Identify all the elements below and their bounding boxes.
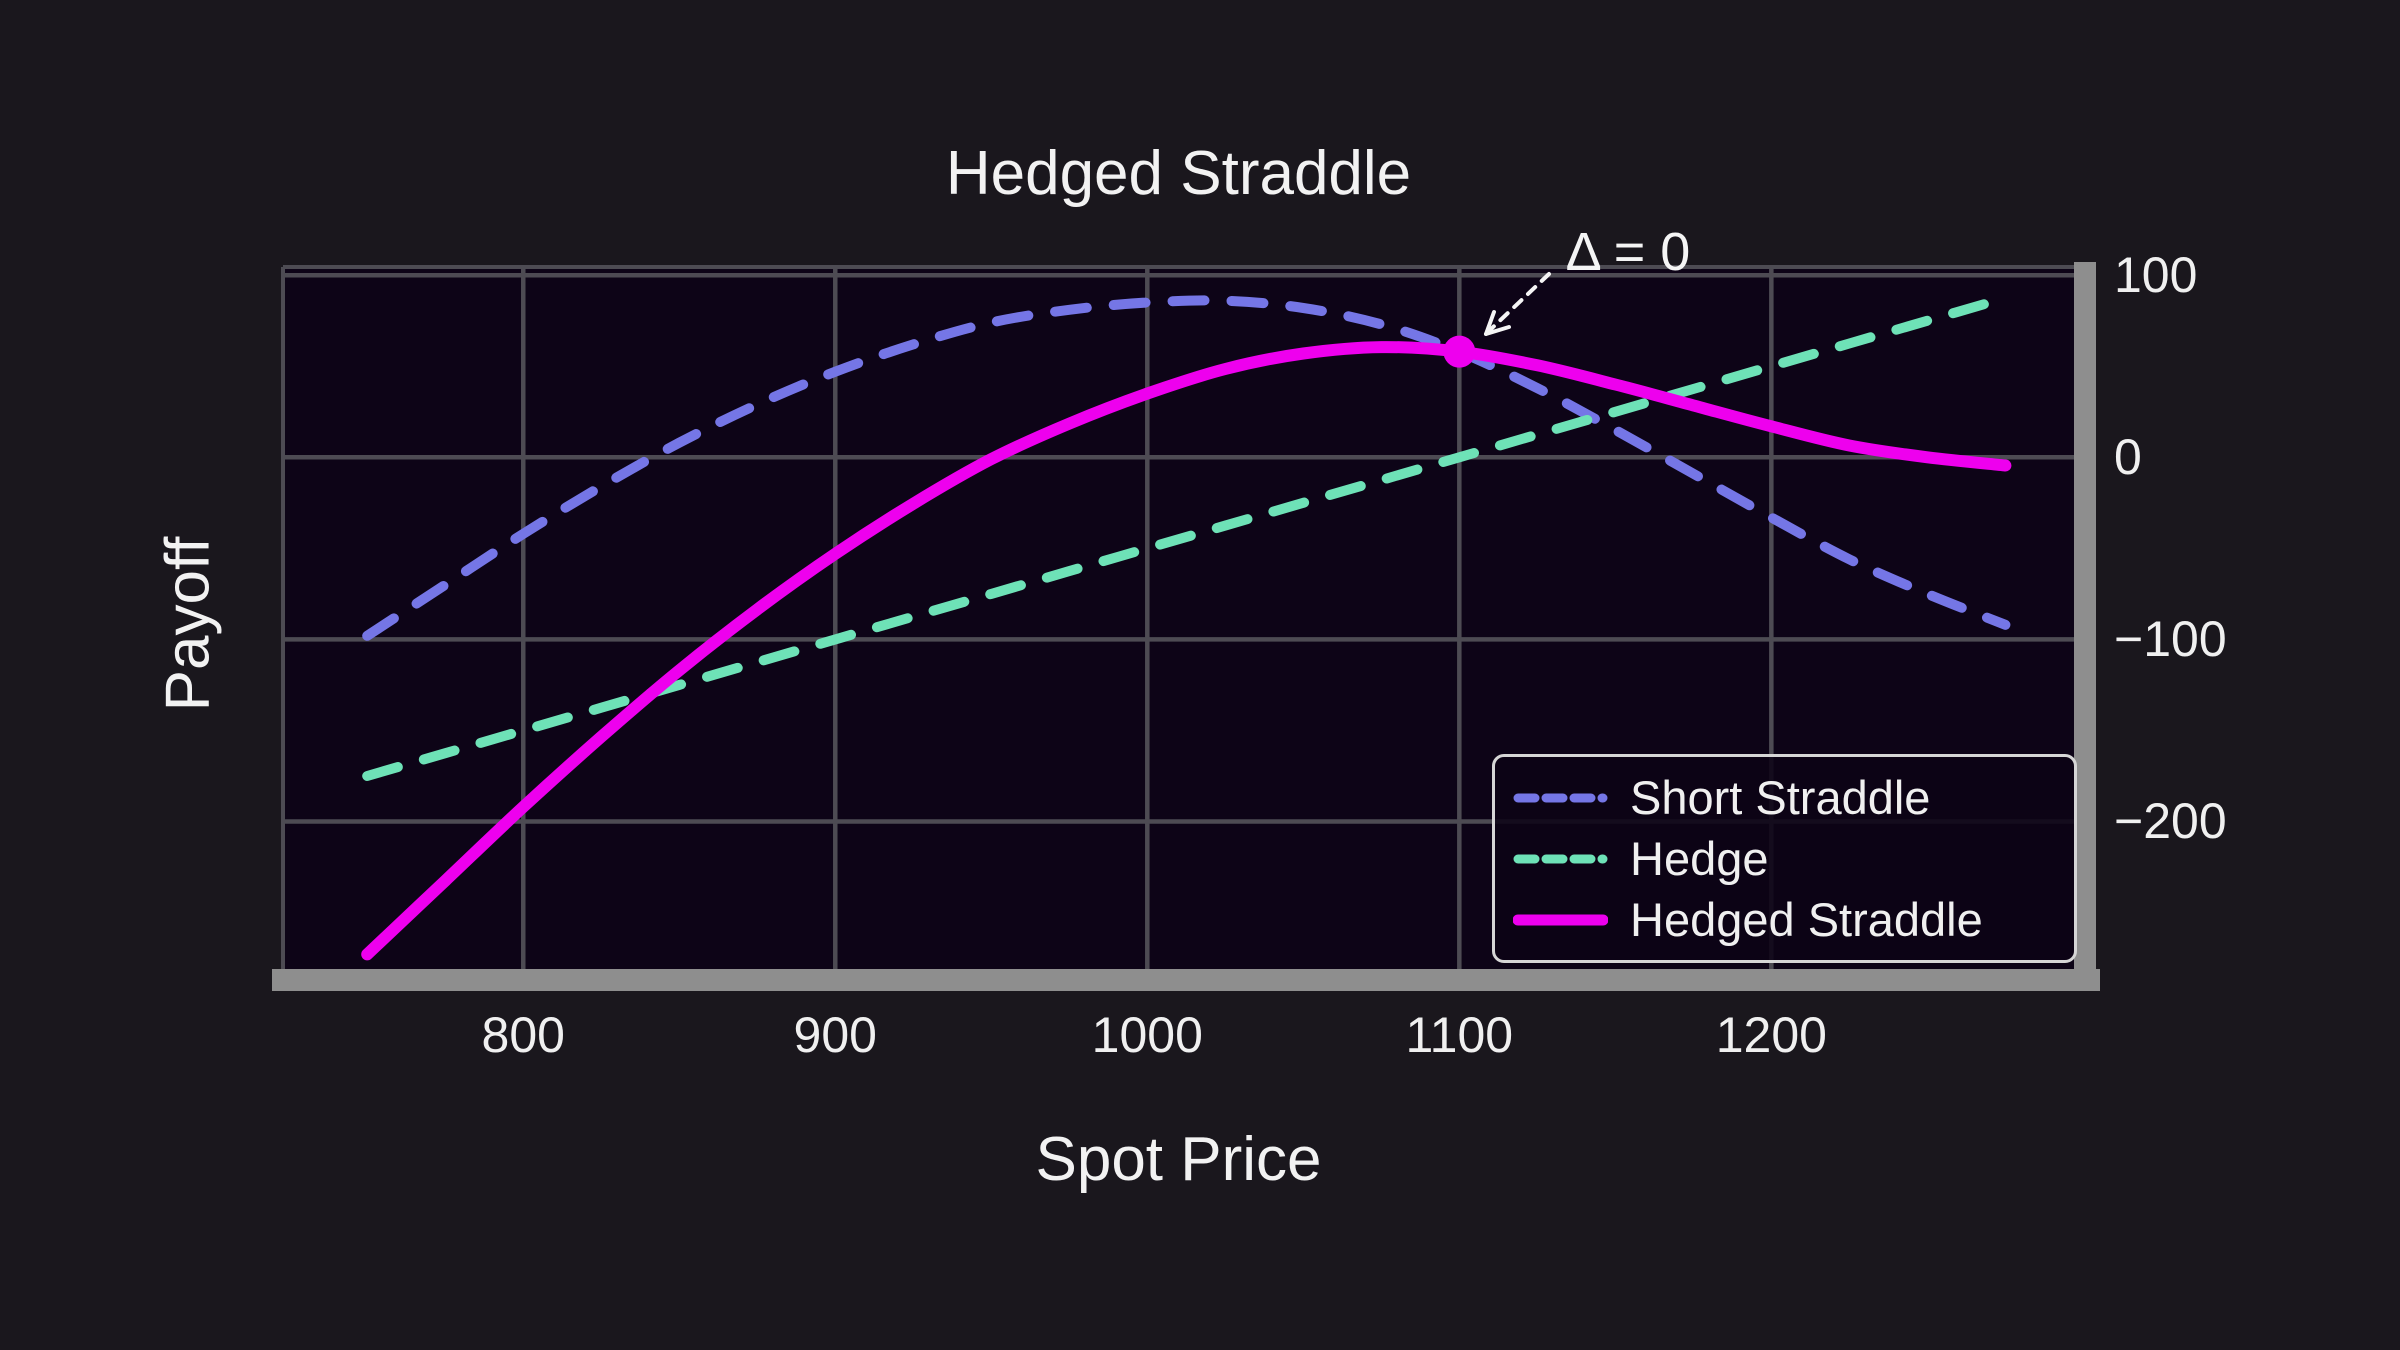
bottom-spine [272, 969, 2100, 991]
y-tick-label: 0 [2114, 429, 2142, 486]
x-tick-label: 1100 [1405, 1007, 1514, 1063]
legend-item-short-straddle: Short Straddle [1513, 770, 2056, 825]
x-tick-label: 1000 [1091, 1007, 1203, 1063]
delta-zero-marker [1443, 335, 1476, 368]
series-line-hedge [362, 293, 2011, 781]
y-tick-label: 100 [2114, 247, 2198, 304]
x-tick-label: 800 [481, 1007, 565, 1063]
legend-label: Short Straddle [1630, 771, 1931, 824]
y-tick-label: −200 [2114, 793, 2227, 850]
legend-item-hedged-straddle: Hedged Straddle [1513, 892, 2056, 947]
legend-label: Hedged Straddle [1630, 893, 1983, 946]
short-straddle-line-sample-icon [1513, 793, 1608, 802]
legend: Short Straddle Hedge Hedged Straddle [1492, 754, 2077, 963]
right-spine [2074, 262, 2096, 991]
x-axis-label: Spot Price [1035, 1125, 1322, 1194]
delta-zero-annotation: Δ = 0 [1565, 222, 1691, 282]
legend-item-hedge: Hedge [1513, 831, 2056, 886]
x-tick-label: 900 [793, 1007, 877, 1063]
series-line-short-straddle [362, 295, 2011, 641]
x-tick-label: 1200 [1715, 1007, 1827, 1063]
y-axis-label: Payoff [153, 536, 223, 712]
legend-label: Hedge [1630, 832, 1769, 885]
series-line-hedged-straddle [361, 341, 2012, 961]
hedged-straddle-line-sample-icon [1513, 914, 1608, 925]
annotation-arrow-icon [1484, 272, 1551, 336]
curves [361, 293, 2012, 961]
chart-title: Hedged Straddle [945, 139, 1412, 208]
y-tick-label: −100 [2114, 611, 2227, 668]
hedge-line-sample-icon [1513, 854, 1608, 863]
